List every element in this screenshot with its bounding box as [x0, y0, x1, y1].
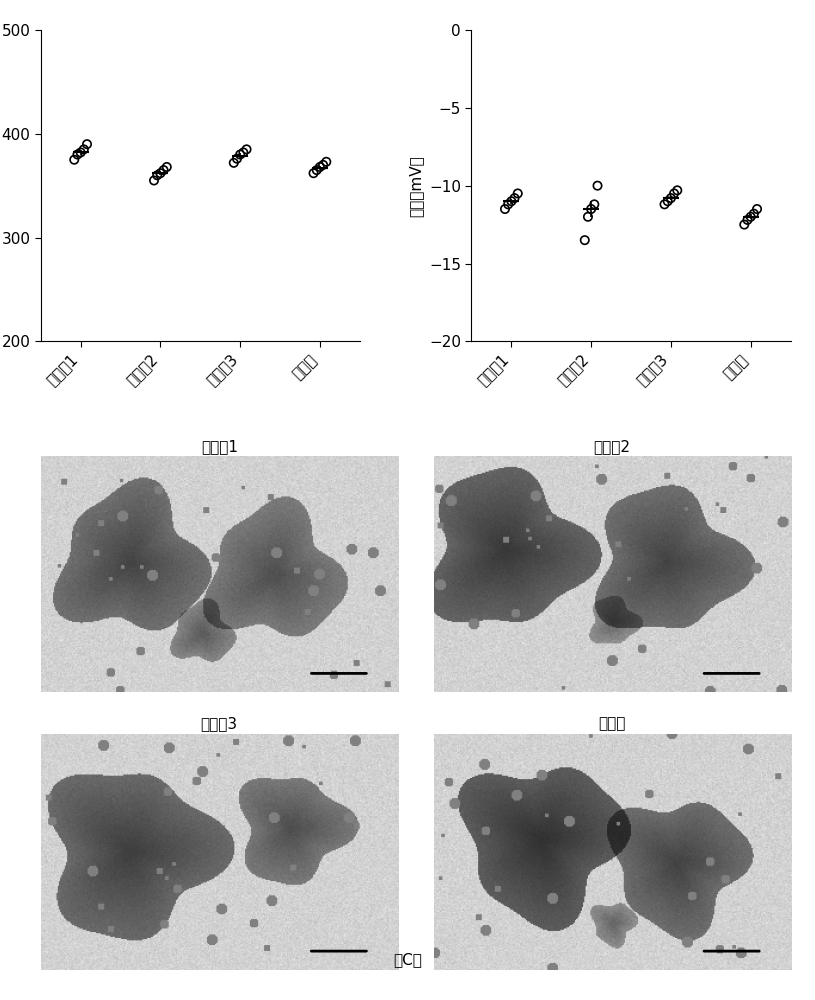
Point: [744, 209, 757, 225]
Point: [157, 162, 170, 178]
Point: [511, 185, 524, 201]
Point: [584, 201, 597, 217]
Y-axis label: 电位（mV）: 电位（mV）: [408, 155, 424, 217]
Point: [227, 155, 240, 171]
Point: [311, 162, 324, 178]
Title: 对照组2: 对照组2: [593, 439, 631, 454]
Point: [588, 196, 601, 212]
Point: [151, 167, 164, 183]
Point: [68, 152, 81, 168]
Point: [499, 201, 512, 217]
Point: [667, 185, 681, 201]
Point: [581, 209, 594, 225]
Point: [664, 190, 677, 206]
Point: [237, 144, 250, 160]
Point: [504, 193, 518, 209]
Point: [314, 159, 327, 175]
Point: [240, 141, 253, 157]
Point: [161, 159, 174, 175]
Point: [658, 196, 671, 212]
Point: [508, 190, 521, 206]
Title: 对照组3: 对照组3: [200, 716, 238, 731]
Text: （A）: （A）: [186, 460, 214, 475]
Point: [747, 206, 760, 222]
Point: [71, 147, 84, 163]
Point: [738, 217, 751, 233]
Point: [591, 178, 604, 194]
Text: （C）: （C）: [393, 952, 422, 968]
Point: [661, 193, 674, 209]
Point: [81, 136, 94, 152]
Point: [319, 154, 333, 170]
Point: [74, 144, 87, 160]
Point: [316, 157, 329, 173]
Point: [751, 201, 764, 217]
Point: [671, 182, 684, 198]
Point: [307, 165, 320, 181]
Point: [502, 196, 515, 212]
Point: [578, 232, 591, 248]
Text: （B）: （B）: [617, 460, 645, 475]
Point: [234, 147, 247, 163]
Title: 对照组1: 对照组1: [200, 439, 238, 454]
Point: [77, 141, 90, 157]
Point: [154, 165, 167, 181]
Title: 实验组: 实验组: [598, 716, 626, 731]
Point: [148, 172, 161, 188]
Point: [231, 151, 244, 167]
Point: [741, 212, 754, 228]
